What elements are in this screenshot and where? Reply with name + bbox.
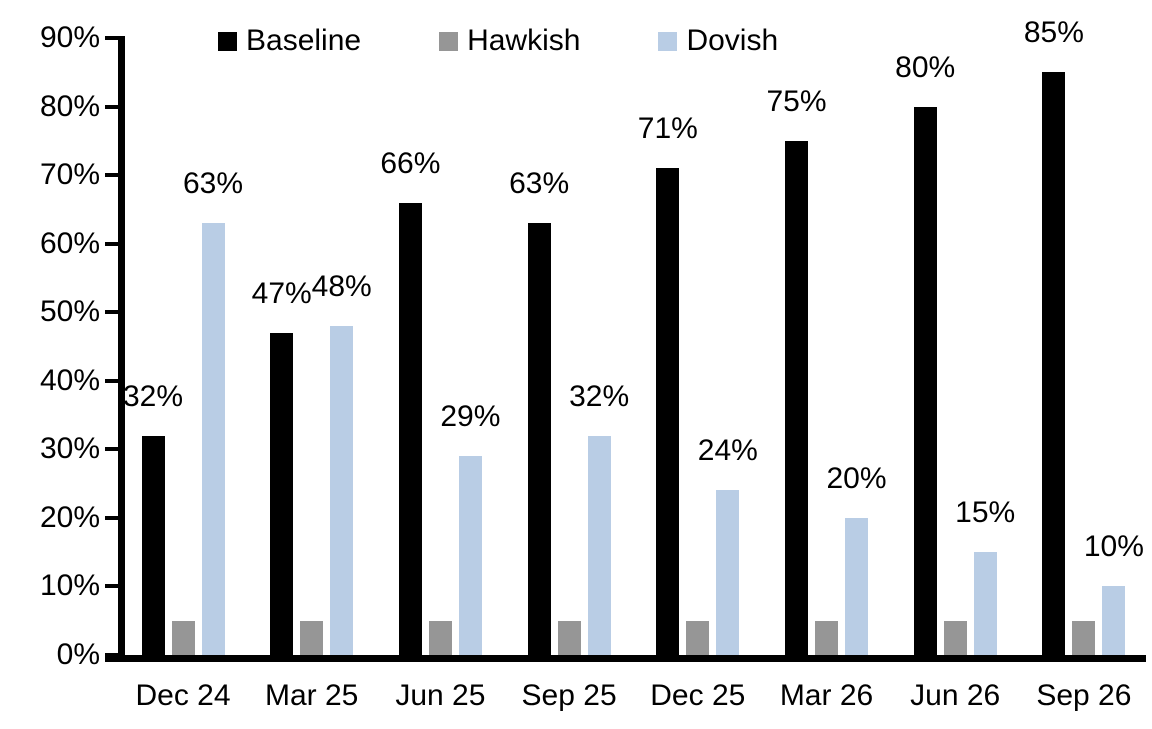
y-axis-tick [105, 241, 119, 246]
legend-label-hawkish: Hawkish [467, 24, 581, 57]
bar-baseline: 32% [123, 381, 183, 655]
data-label-dovish: 15% [955, 496, 1016, 530]
y-axis-tick [105, 173, 119, 178]
y-tick-label: 20% [39, 500, 100, 534]
y-tick-label: 0% [56, 638, 100, 671]
bar-dovish: 15% [955, 498, 1015, 655]
x-axis-line [105, 655, 1146, 662]
bar-hawkish [557, 620, 581, 655]
data-label-baseline: 80% [895, 50, 956, 84]
bar-baseline: 75% [766, 86, 827, 655]
bar-dovish: 63% [183, 169, 243, 655]
bar-dovish: 24% [698, 436, 758, 655]
y-axis-tick [105, 515, 119, 520]
legend-item-hawkish: Hawkish [439, 26, 580, 56]
bar-group-dec-24: 32% 63% [119, 38, 247, 655]
y-axis-tick [105, 36, 119, 40]
bar-group-jun-26: 80% 15% [891, 38, 1019, 655]
y-tick-label: 40% [39, 363, 100, 397]
data-label-baseline: 85% [1023, 16, 1084, 50]
bar-group-sep-25: 63% 32% [505, 38, 633, 655]
bar-dovish: 29% [440, 402, 500, 655]
data-label-dovish: 63% [182, 167, 244, 201]
data-label-baseline: 63% [509, 167, 570, 201]
bar-hawkish [300, 620, 324, 655]
bar-group-dec-25: 71% 24% [634, 38, 762, 655]
bar-hawkish [1072, 620, 1096, 655]
data-label-dovish: 48% [311, 269, 372, 303]
legend-label-dovish: Dovish [686, 24, 779, 57]
y-tick-label: 60% [39, 226, 100, 260]
y-tick-label: 80% [39, 89, 100, 123]
data-label-dovish: 24% [697, 434, 758, 468]
y-tick-label: 50% [39, 295, 100, 329]
bar-hawkish [943, 620, 967, 655]
y-axis-tick [105, 447, 119, 452]
bar-baseline: 66% [380, 148, 440, 655]
y-axis-tick [105, 378, 119, 383]
x-category-label: Sep 26 [1036, 679, 1132, 712]
y-tick-label: 10% [39, 569, 100, 603]
y-axis-tick [105, 310, 119, 315]
bar-dovish: 32% [569, 381, 629, 655]
bar-group-mar-26: 75% 20% [763, 38, 891, 655]
data-label-baseline: 75% [766, 84, 827, 118]
data-label-dovish: 10% [1083, 530, 1144, 564]
data-label-baseline: 47% [251, 276, 312, 310]
data-label-dovish: 32% [569, 379, 630, 413]
legend-swatch-hawkish [439, 31, 459, 51]
x-category-label: Jun 26 [910, 679, 1001, 712]
x-category-label: Mar 26 [779, 679, 874, 712]
bar-baseline: 80% [895, 52, 955, 655]
bar-hawkish [815, 620, 838, 655]
bar-hawkish [171, 620, 195, 655]
data-label-dovish: 20% [826, 461, 887, 495]
bar-group-jun-25: 66% 29% [376, 38, 504, 655]
legend-item-dovish: Dovish [658, 26, 778, 56]
data-label-baseline: 66% [380, 146, 441, 180]
chart-legend: Baseline Hawkish Dovish [218, 26, 778, 56]
x-category-label: Mar 25 [265, 679, 359, 712]
bar-hawkish [428, 620, 452, 655]
y-axis-tick [105, 104, 119, 109]
y-tick-label: 30% [39, 432, 100, 466]
bar-baseline: 85% [1024, 18, 1084, 655]
y-tick-label: 90% [39, 21, 100, 54]
y-axis-line [118, 36, 125, 662]
x-category-label: Sep 25 [521, 679, 617, 712]
bar-group-mar-25: 47% 48% [248, 38, 376, 655]
x-category-label: Jun 25 [395, 679, 486, 712]
bar-dovish: 48% [312, 271, 372, 655]
bar-group-sep-26: 85% 10% [1020, 18, 1148, 655]
x-category-label: Dec 25 [650, 679, 746, 712]
y-axis-tick [105, 584, 119, 589]
y-axis-tick [105, 653, 119, 657]
bar-baseline: 47% [252, 278, 312, 655]
bar-baseline: 63% [509, 169, 569, 655]
legend-swatch-dovish [658, 31, 678, 51]
legend-label-baseline: Baseline [246, 24, 362, 57]
bar-dovish: 10% [1084, 532, 1144, 655]
data-label-baseline: 32% [122, 379, 184, 413]
y-tick-label: 70% [39, 158, 100, 192]
data-label-baseline: 71% [637, 112, 698, 146]
legend-swatch-baseline [218, 31, 237, 51]
bar-baseline: 71% [638, 114, 698, 655]
data-label-dovish: 29% [440, 400, 501, 434]
x-category-label: Dec 24 [135, 679, 231, 712]
bar-dovish: 20% [826, 463, 887, 655]
bar-hawkish [686, 620, 710, 655]
legend-item-baseline: Baseline [218, 26, 361, 56]
